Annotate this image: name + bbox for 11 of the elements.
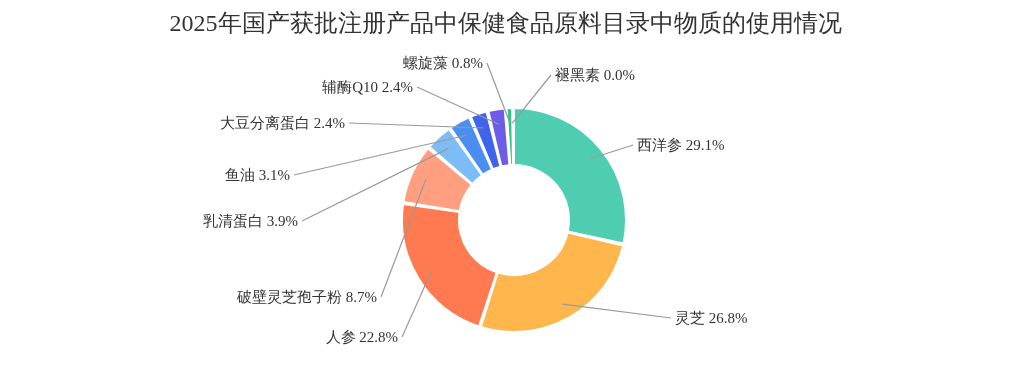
slice-label: 鱼油 3.1% — [225, 167, 290, 183]
slice-label: 人参 22.8% — [325, 329, 398, 345]
slice-label: 灵芝 26.8% — [675, 310, 748, 326]
category-label: 褪黑素 0.0% — [555, 67, 635, 83]
chart-title: 2025年国产获批注册产品中保健食品原料目录中物质的使用情况 — [168, 9, 843, 38]
slice-label: 螺旋藻 0.8% — [403, 55, 483, 71]
slice-label: 辅酶Q10 2.4% — [322, 79, 413, 95]
slice-label: 破壁灵芝孢子粉 8.7% — [236, 289, 377, 305]
slice-label: 乳清蛋白 3.9% — [203, 213, 298, 229]
slice-label: 大豆分离蛋白 2.4% — [220, 115, 345, 131]
slice-label: 西洋参 29.1% — [637, 137, 725, 153]
